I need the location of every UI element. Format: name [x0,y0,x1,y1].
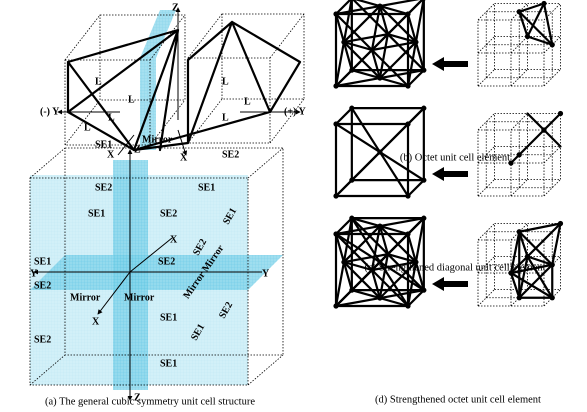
element-strut [519,130,544,155]
figure: Z L L L (-) Y L SE1 Mirror X X L L L (+)… [0,0,587,412]
node [349,68,354,73]
cube-left [65,15,185,145]
label: SE1 [160,312,177,323]
node [405,121,410,126]
label: L [222,112,229,123]
caption: (c) Strengthened diagonal unit cell elem… [364,262,545,273]
node [333,11,338,16]
node [333,83,338,88]
caption: (a) The general cubic symmetry unit cell… [45,396,255,407]
label: Mirror [124,292,155,303]
label: Mirror [142,134,173,145]
node [558,221,563,226]
node [517,152,522,157]
node [349,216,354,221]
label: SE2 [95,182,112,193]
label: Y [30,268,38,279]
full-cell [30,148,283,400]
page: Z L L L (-) Y L SE1 Mirror X X L L L (+)… [0,0,587,412]
label: SE1 [198,182,215,193]
node [525,254,530,259]
node [341,39,346,44]
strut [336,108,352,124]
label: SE2 [34,280,51,291]
label: SE1 [160,358,177,369]
node [413,39,418,44]
node [405,11,410,16]
node [341,259,346,264]
label: SE1 [34,256,51,267]
plane-front [30,175,248,385]
node [405,303,410,308]
node [421,106,426,111]
node [377,223,382,228]
node [385,32,390,37]
node [377,3,382,8]
label: Mirror [70,292,101,303]
node [541,127,546,132]
node [369,47,374,52]
label: SE2 [222,149,239,160]
label: SE2 [160,208,177,219]
node [517,9,522,14]
node [405,231,410,236]
label: X [92,316,100,327]
label: L [244,96,251,107]
label: SE2 [34,334,51,345]
node [550,262,555,267]
node [333,121,338,126]
node [421,288,426,293]
strut [352,152,380,180]
cube-right [188,14,304,143]
arrow [432,57,468,71]
strut [408,180,424,196]
label: Y [262,268,270,279]
node [333,303,338,308]
node [558,111,563,116]
node [541,1,546,6]
node [550,295,555,300]
label: L [128,94,135,105]
node [517,229,522,234]
label: X [180,152,188,163]
node [349,178,354,183]
label: X [170,234,178,245]
node [421,216,426,221]
label: SE2 [158,256,175,267]
label: X [107,149,115,160]
caption: (d) Strengthened octet unit cell element [375,394,541,405]
node [405,193,410,198]
node [333,193,338,198]
node [349,288,354,293]
node [517,295,522,300]
strut [336,124,380,152]
node [421,178,426,183]
label: (-) Y [40,106,60,117]
node [405,83,410,88]
node [349,106,354,111]
label: L [108,112,115,123]
strut [380,108,424,152]
label: SE1 [88,208,105,219]
label: (+) Y [284,106,306,117]
node [421,68,426,73]
label: L [95,76,102,87]
node [525,34,530,39]
label: L [84,122,91,133]
caption: (b) Octet unit cell element [400,152,510,163]
arrow [432,167,468,181]
node [550,42,555,47]
node [385,252,390,257]
label: L [222,76,229,87]
node [377,149,382,154]
node [377,75,382,80]
node [377,295,382,300]
label: Z [172,2,179,13]
strut [352,108,380,152]
arrow [432,277,468,291]
node [333,231,338,236]
label: Z [134,144,141,155]
